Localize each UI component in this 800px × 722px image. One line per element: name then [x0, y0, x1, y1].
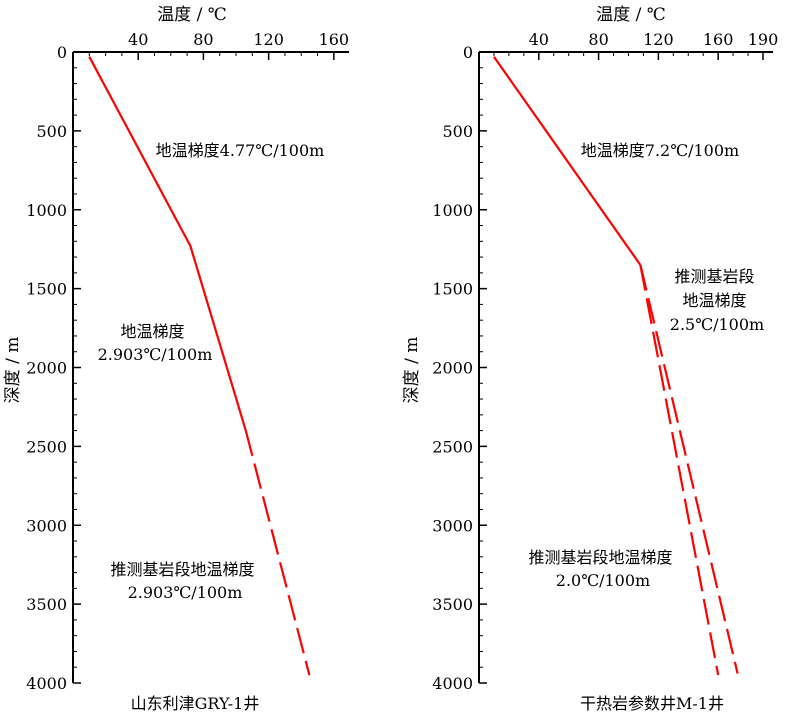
y-tick-label: 4000	[26, 674, 67, 693]
series-line-solid	[493, 56, 642, 266]
y-tick-label: 3000	[432, 516, 473, 535]
annotation-bedrock-gradient-lower: 推测基岩段地温梯度 2.0℃/100m	[528, 548, 677, 590]
x-tick-label: 80	[193, 30, 213, 49]
y-axis-title: 深度 / m	[402, 337, 422, 404]
y-tick-label: 3500	[432, 595, 473, 614]
y-tick-label: 0	[463, 43, 473, 62]
annotation-bedrock-gradient-upper: 推测基岩段 地温梯度 2.5℃/100m	[670, 267, 764, 334]
y-tick-label: 2000	[432, 359, 473, 378]
y-tick-label: 1000	[26, 201, 67, 220]
annotation-middle-gradient: 地温梯度 2.903℃/100m	[98, 322, 213, 364]
y-tick-label: 2000	[26, 359, 67, 378]
well-label: 山东利津GRY-1井	[131, 694, 260, 713]
annotation-bedrock-gradient: 推测基岩段地温梯度 2.903℃/100m	[110, 560, 259, 602]
x-axis-title: 温度 / ℃	[157, 5, 227, 25]
x-axis-title: 温度 / ℃	[596, 5, 666, 25]
y-tick-label: 1500	[26, 280, 67, 299]
y-tick-label: 4000	[432, 674, 473, 693]
x-tick-label: 80	[588, 30, 608, 49]
series-line-dashed	[639, 264, 739, 674]
x-tick-label: 120	[643, 30, 674, 49]
well-label: 干热岩参数井M-1井	[580, 694, 724, 713]
y-tick-label: 2500	[432, 437, 473, 456]
chart-right: 温度 / ℃ 深度 / m 40 80 120 160 190 0 500 1000 1500…	[402, 5, 778, 713]
chart-left: 温度 / ℃ 深度 / m 40 80 120 160 0 500 1000 1500 200…	[3, 5, 349, 713]
x-tick-label: 120	[253, 30, 284, 49]
x-tick-label: 160	[703, 30, 734, 49]
y-axis-title: 深度 / m	[3, 337, 23, 404]
y-tick-label: 3000	[26, 516, 67, 535]
series-line-solid	[88, 56, 247, 431]
y-tick-label: 1500	[432, 280, 473, 299]
x-tick-label: 160	[319, 30, 350, 49]
annotation-upper-gradient: 地温梯度4.77℃/100m	[156, 141, 325, 160]
y-tick-label: 500	[36, 122, 67, 141]
y-tick-label: 3500	[26, 595, 67, 614]
x-tick-label: 40	[128, 30, 148, 49]
x-tick-label: 40	[529, 30, 549, 49]
series-line-dashed	[244, 430, 311, 676]
y-tick-label: 2500	[26, 437, 67, 456]
y-tick-label: 1000	[432, 201, 473, 220]
x-tick-label: 190	[748, 30, 779, 49]
y-tick-label: 500	[442, 122, 473, 141]
annotation-upper-gradient: 地温梯度7.2℃/100m	[581, 141, 739, 160]
series-line-dashed	[639, 264, 720, 676]
y-tick-label: 0	[57, 43, 67, 62]
